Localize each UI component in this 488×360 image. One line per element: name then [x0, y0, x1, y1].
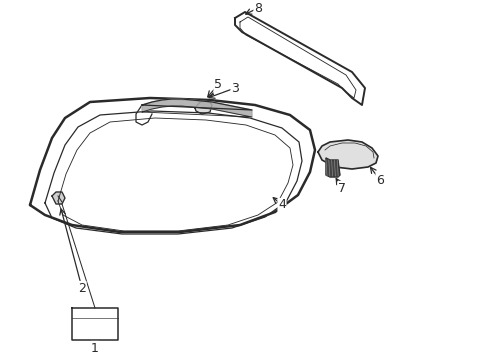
Text: 8: 8 — [253, 1, 262, 14]
Text: 3: 3 — [231, 81, 239, 94]
Polygon shape — [317, 140, 377, 169]
Polygon shape — [52, 192, 65, 204]
Text: 5: 5 — [214, 78, 222, 91]
Text: 7: 7 — [337, 181, 346, 194]
Text: 4: 4 — [278, 198, 285, 211]
Polygon shape — [142, 99, 251, 117]
Polygon shape — [195, 100, 212, 114]
Text: 2: 2 — [78, 282, 86, 294]
Text: 6: 6 — [375, 174, 383, 186]
Text: 1: 1 — [91, 342, 99, 355]
Polygon shape — [325, 158, 339, 177]
